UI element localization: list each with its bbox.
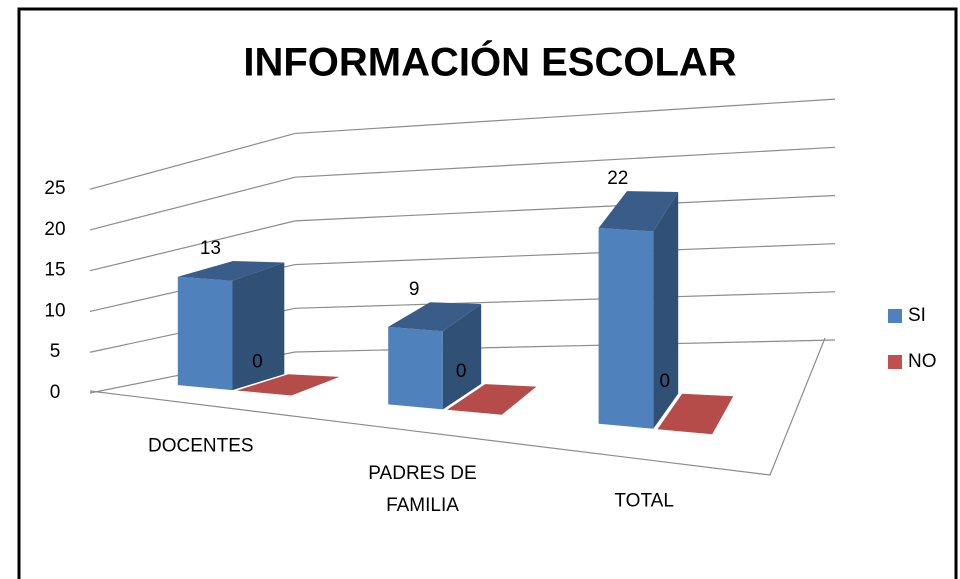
bar — [236, 374, 340, 396]
legend-swatch — [888, 355, 902, 369]
data-label: 0 — [252, 351, 263, 372]
y-tick-label: 10 — [44, 300, 65, 321]
legend-swatch — [888, 309, 902, 323]
grid-line — [89, 98, 836, 190]
y-tick-label: 0 — [50, 382, 61, 403]
bar-top — [657, 393, 734, 435]
bar-front — [598, 228, 654, 429]
grid-line-side — [89, 176, 296, 231]
bar-top — [177, 261, 285, 281]
data-label: 9 — [409, 279, 420, 300]
bar-side — [232, 262, 285, 391]
grid-line-side — [89, 132, 296, 190]
y-tick-label: 25 — [44, 178, 65, 199]
bar-top — [447, 384, 537, 415]
legend-label: SI — [908, 305, 926, 326]
bar — [657, 393, 734, 435]
bar — [177, 261, 285, 391]
bar-top — [236, 374, 340, 396]
x-tick-label: DOCENTES — [148, 436, 254, 457]
data-label: 0 — [456, 361, 467, 382]
grid-line-back — [294, 146, 836, 178]
grid-line-back — [294, 243, 836, 266]
floor-edge — [89, 337, 826, 476]
bar — [388, 302, 482, 410]
grid-line — [89, 194, 836, 272]
bar-front — [388, 326, 443, 410]
data-label: 13 — [200, 238, 221, 259]
chart-frame — [17, 7, 958, 579]
chart-title: INFORMACIÓN ESCOLAR — [243, 39, 736, 85]
legend-label: NO — [908, 351, 937, 372]
grid-line-side — [89, 220, 296, 272]
grid-line-back — [294, 291, 836, 309]
y-tick-label: 5 — [50, 341, 61, 362]
grid-line-back — [294, 339, 836, 353]
grid-line-back — [294, 194, 836, 222]
bar-top — [388, 302, 482, 332]
data-label: 22 — [607, 168, 628, 189]
bar-side — [653, 192, 679, 429]
bar — [598, 191, 679, 429]
x-tick-label: PADRES DE FAMILIA — [368, 463, 476, 516]
data-label: 0 — [660, 371, 671, 392]
bar — [447, 384, 537, 415]
bar-top — [598, 191, 679, 232]
bar-front — [177, 276, 233, 391]
x-tick-label: TOTAL — [614, 490, 673, 511]
y-tick-label: 20 — [44, 219, 65, 240]
y-tick-label: 15 — [44, 260, 65, 281]
bar-side — [442, 304, 482, 410]
grid-line — [89, 146, 836, 231]
grid-line-back — [294, 98, 836, 135]
